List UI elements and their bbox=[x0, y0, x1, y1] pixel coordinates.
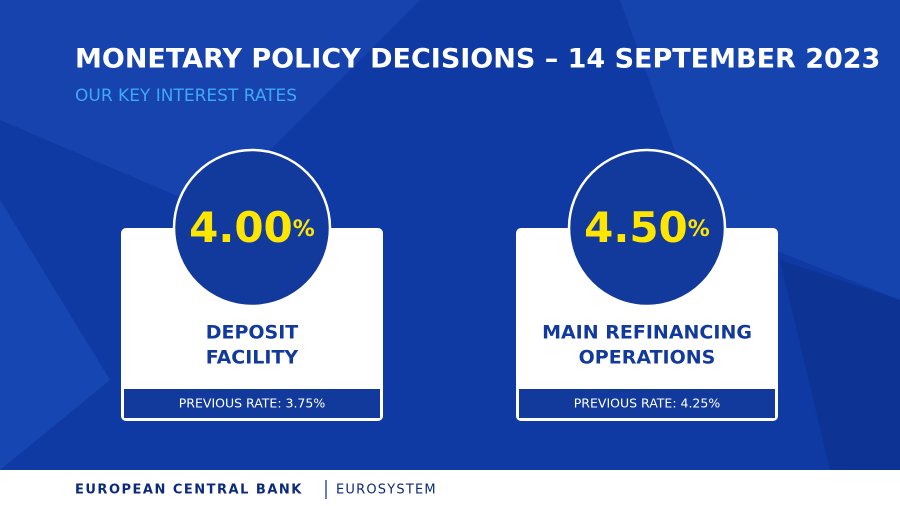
rate-card: 4.50% MAIN REFINANCING OPERATIONS PREVIOUS … bbox=[516, 148, 778, 421]
rate: 4.50% bbox=[584, 203, 710, 252]
cards: 4.00% DEPOSIT FACILITY PREVIOUS RATE: 3.75%… bbox=[121, 148, 778, 421]
bg-shape bbox=[780, 260, 900, 470]
rate-value: 4.00 bbox=[189, 203, 293, 252]
title: MONETARY POLICY DECISIONS – 14 SEPTEMBER… bbox=[75, 44, 880, 75]
card-label: OPERATIONS bbox=[579, 347, 716, 369]
card-body bbox=[516, 228, 778, 421]
rate-unit: % bbox=[688, 217, 710, 242]
previous-rate: PREVIOUS RATE: 3.75% bbox=[179, 396, 326, 411]
card-label: FACILITY bbox=[206, 347, 299, 369]
footer-system: EUROSYSTEM bbox=[336, 483, 437, 498]
previous-rate: PREVIOUS RATE: 4.25% bbox=[574, 396, 721, 411]
card-footer bbox=[124, 389, 380, 418]
card-body bbox=[121, 228, 383, 421]
bg-shape bbox=[620, 0, 900, 300]
footer-band bbox=[0, 470, 900, 506]
bg-shape bbox=[0, 200, 110, 470]
rate: 4.00% bbox=[189, 203, 315, 252]
rate-unit: % bbox=[293, 217, 315, 242]
rate-card: 4.00% DEPOSIT FACILITY PREVIOUS RATE: 3.75% bbox=[121, 148, 383, 421]
footer-brand: EUROPEAN CENTRAL BANK bbox=[75, 483, 303, 498]
card-label: DEPOSIT bbox=[206, 322, 299, 344]
rate-circle bbox=[567, 148, 727, 308]
bg-shape bbox=[0, 0, 420, 210]
rate-value: 4.50 bbox=[584, 203, 688, 252]
card-footer bbox=[519, 389, 775, 418]
subtitle: OUR KEY INTEREST RATES bbox=[75, 86, 297, 106]
card-label: MAIN REFINANCING bbox=[542, 322, 752, 344]
rate-circle bbox=[172, 148, 332, 308]
